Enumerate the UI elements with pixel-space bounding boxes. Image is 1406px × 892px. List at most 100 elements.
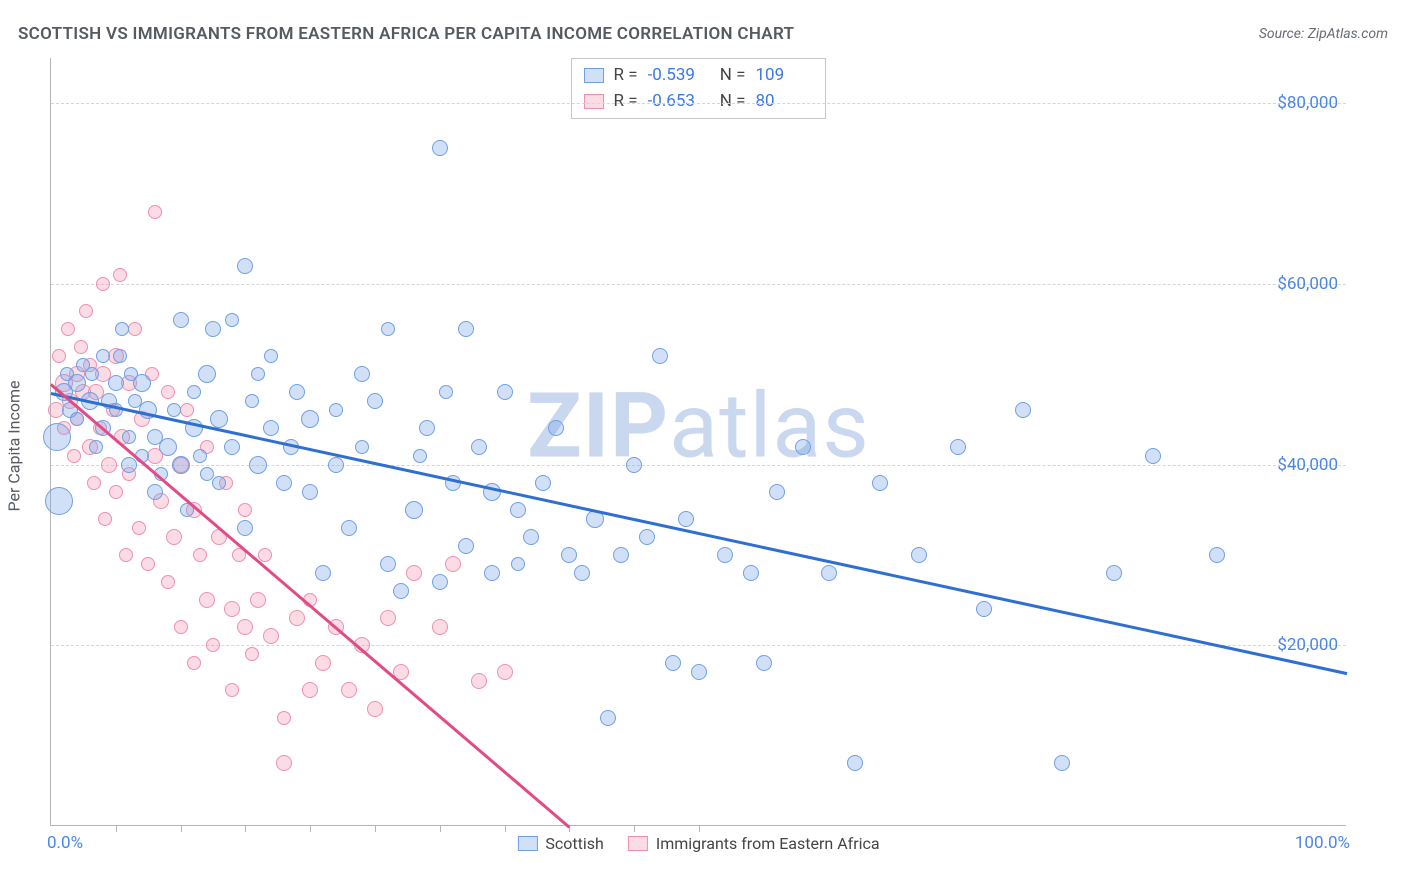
data-point bbox=[128, 322, 142, 336]
legend-item: Immigrants from Eastern Africa bbox=[628, 834, 880, 853]
data-point bbox=[166, 529, 182, 545]
legend-swatch bbox=[517, 836, 537, 851]
data-point bbox=[393, 583, 409, 599]
x-tick bbox=[181, 825, 182, 832]
legend-label: Immigrants from Eastern Africa bbox=[656, 834, 880, 853]
data-point bbox=[691, 664, 707, 680]
data-point bbox=[355, 440, 369, 454]
data-point bbox=[237, 258, 253, 274]
data-point bbox=[445, 556, 461, 572]
data-point bbox=[89, 440, 103, 454]
data-point bbox=[367, 701, 383, 717]
y-axis-label: Per Capita Income bbox=[5, 381, 24, 512]
data-point bbox=[354, 366, 370, 382]
data-point bbox=[173, 312, 189, 328]
x-tick bbox=[375, 825, 376, 832]
data-point bbox=[212, 476, 226, 490]
data-point bbox=[678, 511, 694, 527]
stats-row: R = -0.653 N = 80 bbox=[584, 89, 814, 115]
data-point bbox=[245, 647, 259, 661]
x-tick bbox=[505, 825, 506, 832]
data-point bbox=[510, 502, 526, 518]
data-point bbox=[600, 710, 616, 726]
data-point bbox=[98, 512, 112, 526]
data-point bbox=[193, 449, 207, 463]
data-point bbox=[432, 574, 448, 590]
data-point bbox=[45, 487, 73, 515]
data-point bbox=[193, 548, 207, 562]
data-point bbox=[167, 403, 181, 417]
data-point bbox=[70, 412, 84, 426]
watermark: ZIPatlas bbox=[527, 374, 870, 479]
x-max-label: 100.0% bbox=[1295, 833, 1350, 853]
data-point bbox=[380, 610, 396, 626]
data-point bbox=[341, 682, 357, 698]
data-point bbox=[535, 475, 551, 491]
data-point bbox=[74, 340, 88, 354]
data-point bbox=[743, 565, 759, 581]
data-point bbox=[756, 655, 772, 671]
data-point bbox=[237, 520, 253, 536]
data-point bbox=[1015, 402, 1031, 418]
data-point bbox=[511, 557, 525, 571]
data-point bbox=[911, 547, 927, 563]
data-point bbox=[289, 610, 305, 626]
data-point bbox=[113, 349, 127, 363]
gridline bbox=[51, 465, 1346, 466]
y-tick-label: $20,000 bbox=[1277, 635, 1338, 655]
data-point bbox=[96, 277, 110, 291]
chart-title: SCOTTISH VS IMMIGRANTS FROM EASTERN AFRI… bbox=[18, 24, 794, 44]
data-point bbox=[432, 619, 448, 635]
data-point bbox=[976, 601, 992, 617]
x-tick bbox=[634, 825, 635, 832]
x-tick bbox=[116, 825, 117, 832]
data-point bbox=[121, 457, 137, 473]
data-point bbox=[206, 638, 220, 652]
data-point bbox=[225, 313, 239, 327]
data-point bbox=[161, 575, 175, 589]
data-point bbox=[471, 673, 487, 689]
legend-swatch bbox=[628, 836, 648, 851]
data-point bbox=[1209, 547, 1225, 563]
data-point bbox=[497, 664, 513, 680]
data-point bbox=[96, 349, 110, 363]
data-point bbox=[79, 304, 93, 318]
data-point bbox=[471, 439, 487, 455]
correlation-stats-box: R = -0.539 N = 109R = -0.653 N = 80 bbox=[571, 58, 827, 119]
data-point bbox=[249, 456, 267, 474]
data-point bbox=[87, 476, 101, 490]
data-point bbox=[263, 420, 279, 436]
data-point bbox=[225, 683, 239, 697]
gridline bbox=[51, 645, 1346, 646]
data-point bbox=[561, 547, 577, 563]
data-point bbox=[484, 565, 500, 581]
data-point bbox=[289, 384, 305, 400]
data-point bbox=[458, 321, 474, 337]
data-point bbox=[250, 592, 266, 608]
data-point bbox=[405, 501, 423, 519]
x-tick bbox=[699, 825, 700, 832]
data-point bbox=[639, 529, 655, 545]
data-point bbox=[115, 322, 129, 336]
data-point bbox=[132, 521, 146, 535]
data-point bbox=[224, 601, 240, 617]
data-point bbox=[574, 565, 590, 581]
data-point bbox=[245, 394, 259, 408]
gridline bbox=[51, 284, 1346, 285]
stats-row: R = -0.539 N = 109 bbox=[584, 63, 814, 89]
data-point bbox=[302, 484, 318, 500]
data-point bbox=[187, 385, 201, 399]
data-point bbox=[950, 439, 966, 455]
data-point bbox=[626, 457, 642, 473]
data-point bbox=[413, 449, 427, 463]
data-point bbox=[367, 393, 383, 409]
data-point bbox=[85, 367, 99, 381]
data-point bbox=[159, 438, 177, 456]
data-point bbox=[847, 755, 863, 771]
y-tick-label: $80,000 bbox=[1277, 93, 1338, 113]
data-point bbox=[210, 410, 228, 428]
data-point bbox=[665, 655, 681, 671]
data-point bbox=[276, 475, 292, 491]
data-point bbox=[419, 420, 435, 436]
data-point bbox=[432, 140, 448, 156]
